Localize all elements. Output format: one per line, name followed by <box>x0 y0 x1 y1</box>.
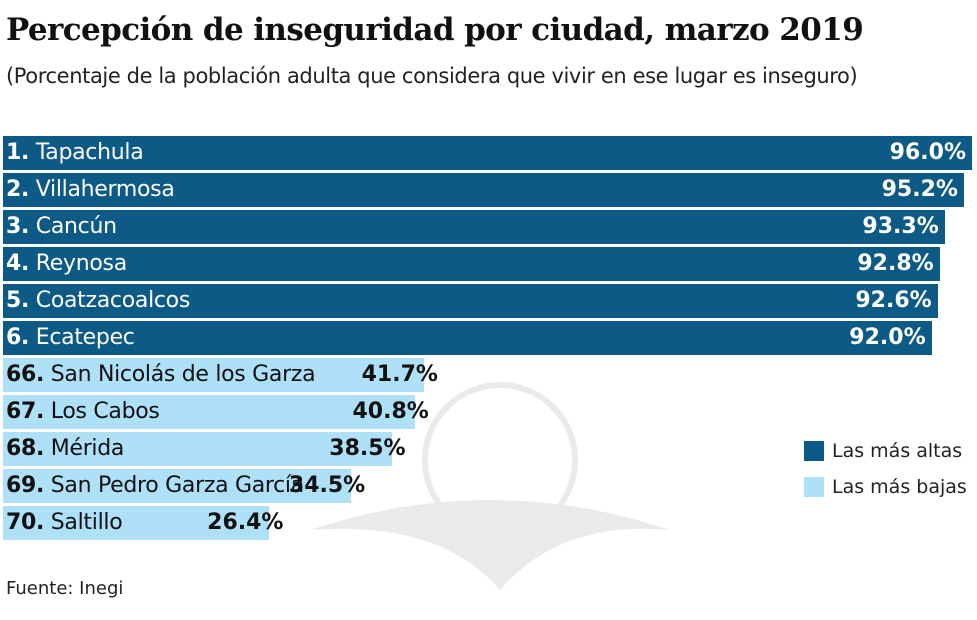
category-label: 70. Saltillo <box>6 506 123 540</box>
category-label: 68. Mérida <box>6 432 124 466</box>
city-name: Tapachula <box>29 140 144 165</box>
city-name: Ecatepec <box>29 325 135 350</box>
rank-label: 67. <box>6 399 45 424</box>
bar <box>3 284 938 318</box>
value-label: 34.5% <box>288 473 366 498</box>
rank-label: 4. <box>6 251 30 276</box>
bar <box>3 506 270 540</box>
bar <box>3 210 945 244</box>
city-name: Saltillo <box>44 510 123 535</box>
legend-label-low: Las más bajas <box>832 476 967 498</box>
rank-label: 68. <box>6 436 45 461</box>
source-note: Fuente: Inegi <box>6 578 124 599</box>
bar <box>3 358 424 392</box>
value-label: 26.4% <box>207 510 284 535</box>
rank-label: 70. <box>6 510 45 535</box>
legend-label-high: Las más altas <box>832 440 963 462</box>
value-label: 40.8% <box>352 399 429 424</box>
city-name: Reynosa <box>29 251 127 276</box>
eagle-watermark <box>310 382 670 590</box>
city-name: San Pedro Garza García <box>44 473 304 498</box>
category-label: 3. Cancún <box>6 210 117 244</box>
city-name: Los Cabos <box>44 399 160 424</box>
legend-item-high: Las más altas <box>804 440 962 462</box>
bar <box>3 432 392 466</box>
legend-swatch-high <box>804 441 824 461</box>
category-label: 67. Los Cabos <box>6 395 160 429</box>
chart-title: Percepción de inseguridad por ciudad, ma… <box>6 12 864 48</box>
category-label: 6. Ecatepec <box>6 321 135 355</box>
category-label: 69. San Pedro Garza García <box>6 469 304 503</box>
value-label: 92.6% <box>855 288 932 313</box>
value-label: 38.5% <box>329 436 406 461</box>
value-label: 95.2% <box>881 177 958 202</box>
category-label: 66. San Nicolás de los Garza <box>6 358 316 392</box>
value-label: 92.8% <box>857 251 934 276</box>
value-label: 93.3% <box>862 214 939 239</box>
rank-label: 2. <box>6 177 30 202</box>
bar <box>3 321 932 355</box>
value-label: 96.0% <box>889 140 966 165</box>
city-name: Coatzacoalcos <box>29 288 191 313</box>
legend-swatch-low <box>804 477 824 497</box>
bar <box>3 395 415 429</box>
bar <box>3 247 940 281</box>
rank-label: 66. <box>6 362 45 387</box>
city-name: San Nicolás de los Garza <box>44 362 316 387</box>
city-name: Villahermosa <box>29 177 175 202</box>
rank-label: 6. <box>6 325 30 350</box>
rank-label: 3. <box>6 214 30 239</box>
category-label: 1. Tapachula <box>6 136 144 170</box>
bar <box>3 136 972 170</box>
value-label: 41.7% <box>361 362 438 387</box>
legend-item-low: Las más bajas <box>804 476 967 498</box>
category-label: 4. Reynosa <box>6 247 127 281</box>
category-label: 2. Villahermosa <box>6 173 175 207</box>
rank-label: 69. <box>6 473 45 498</box>
rank-label: 1. <box>6 140 30 165</box>
city-name: Cancún <box>29 214 117 239</box>
bar <box>3 173 964 207</box>
chart-subtitle: (Porcentaje de la población adulta que c… <box>6 64 858 88</box>
city-name: Mérida <box>44 436 125 461</box>
bar <box>3 469 352 503</box>
category-label: 5. Coatzacoalcos <box>6 284 190 318</box>
value-label: 92.0% <box>849 325 926 350</box>
rank-label: 5. <box>6 288 30 313</box>
